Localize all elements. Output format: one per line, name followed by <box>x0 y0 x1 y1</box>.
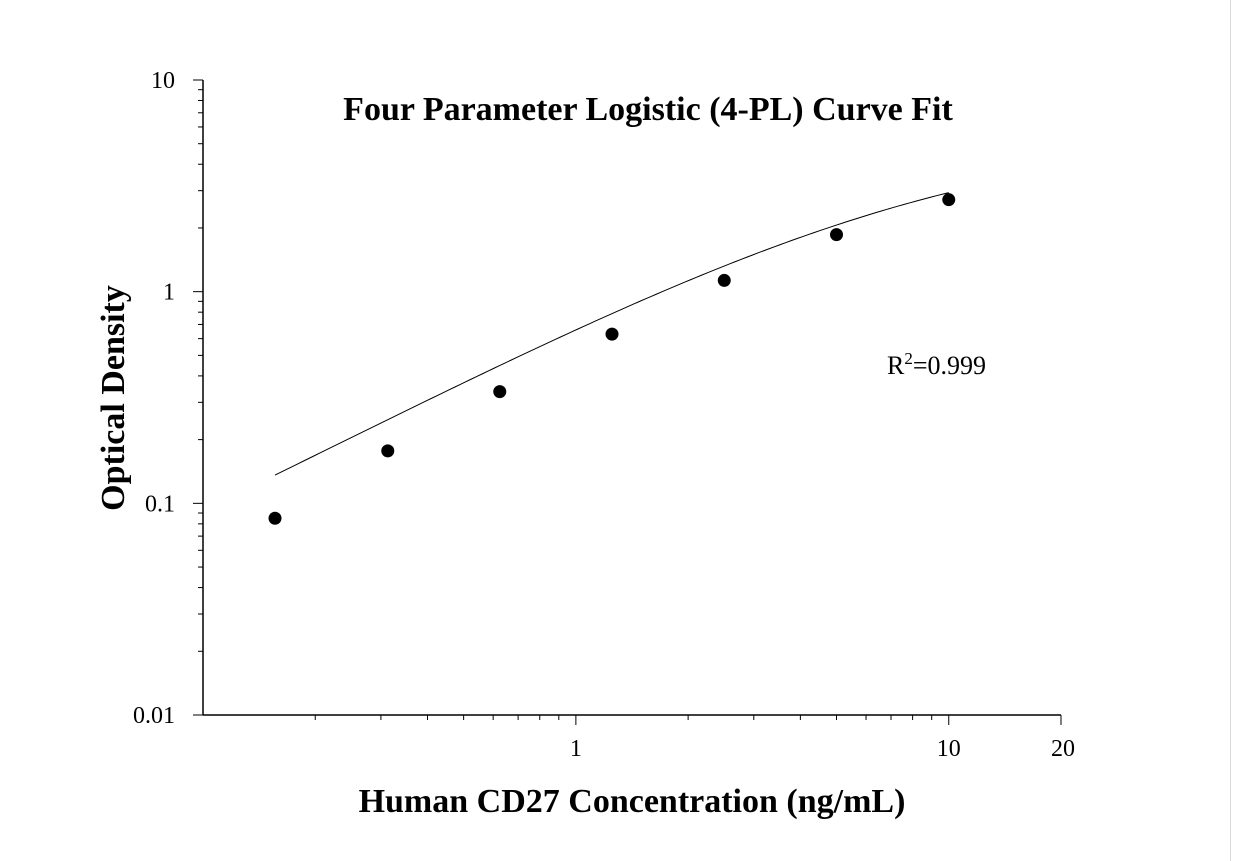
r-squared-superscript: 2 <box>904 349 913 368</box>
y-tick-label: 0.01 <box>133 703 175 729</box>
axis-ticks <box>193 79 1062 725</box>
data-point <box>605 327 619 341</box>
y-tick-label: 1 <box>163 280 175 306</box>
plot-axes <box>202 80 1061 716</box>
r-squared-annotation: R2=0.999 <box>887 349 986 380</box>
x-axis-label: Human CD27 Concentration (ng/mL) <box>359 783 906 820</box>
data-point <box>830 228 844 242</box>
y-tick-label: 10 <box>151 68 175 94</box>
y-tick-label: 0.1 <box>145 491 175 517</box>
x-tick-label: 10 <box>937 736 961 762</box>
r-squared-value: =0.999 <box>913 351 986 380</box>
data-point <box>942 193 956 207</box>
data-point <box>493 385 507 399</box>
data-point <box>268 511 282 525</box>
x-tick-label: 20 <box>1051 736 1075 762</box>
data-point <box>717 273 731 287</box>
x-tick-label: 1 <box>570 736 582 762</box>
r-squared-prefix: R <box>887 351 905 380</box>
data-point <box>381 444 395 458</box>
chart-title: Four Parameter Logistic (4-PL) Curve Fit <box>343 91 953 128</box>
fit-curve-group <box>274 192 949 476</box>
axis-tick-labels: 0.01 0.1 1 10 1 10 20 <box>133 68 1075 762</box>
window-edge <box>1230 0 1231 861</box>
fit-curve <box>274 192 949 476</box>
data-points <box>268 193 956 525</box>
y-axis-label: Optical Density <box>95 285 132 511</box>
